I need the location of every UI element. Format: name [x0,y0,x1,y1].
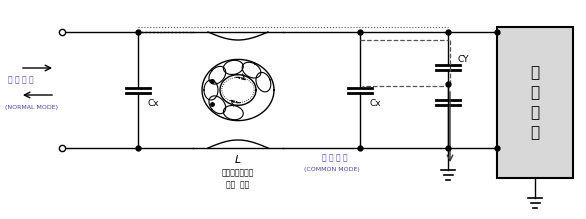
FancyBboxPatch shape [497,27,573,178]
Text: (NORMAL MODE): (NORMAL MODE) [5,106,58,111]
Text: L: L [235,155,241,165]
Text: 전
자
기
기: 전 자 기 기 [530,65,540,140]
Text: 의한  자속: 의한 자속 [226,180,250,189]
Text: 노 말 모 드: 노 말 모 드 [8,76,33,85]
Text: Cx: Cx [147,99,159,108]
Text: 노말모드전류에: 노말모드전류에 [222,168,254,178]
Text: Cx: Cx [369,99,381,108]
Text: (COMMON MODE): (COMMON MODE) [304,168,360,173]
Text: CY: CY [457,55,468,64]
Text: 코 면 모 드: 코 면 모 드 [322,154,348,162]
